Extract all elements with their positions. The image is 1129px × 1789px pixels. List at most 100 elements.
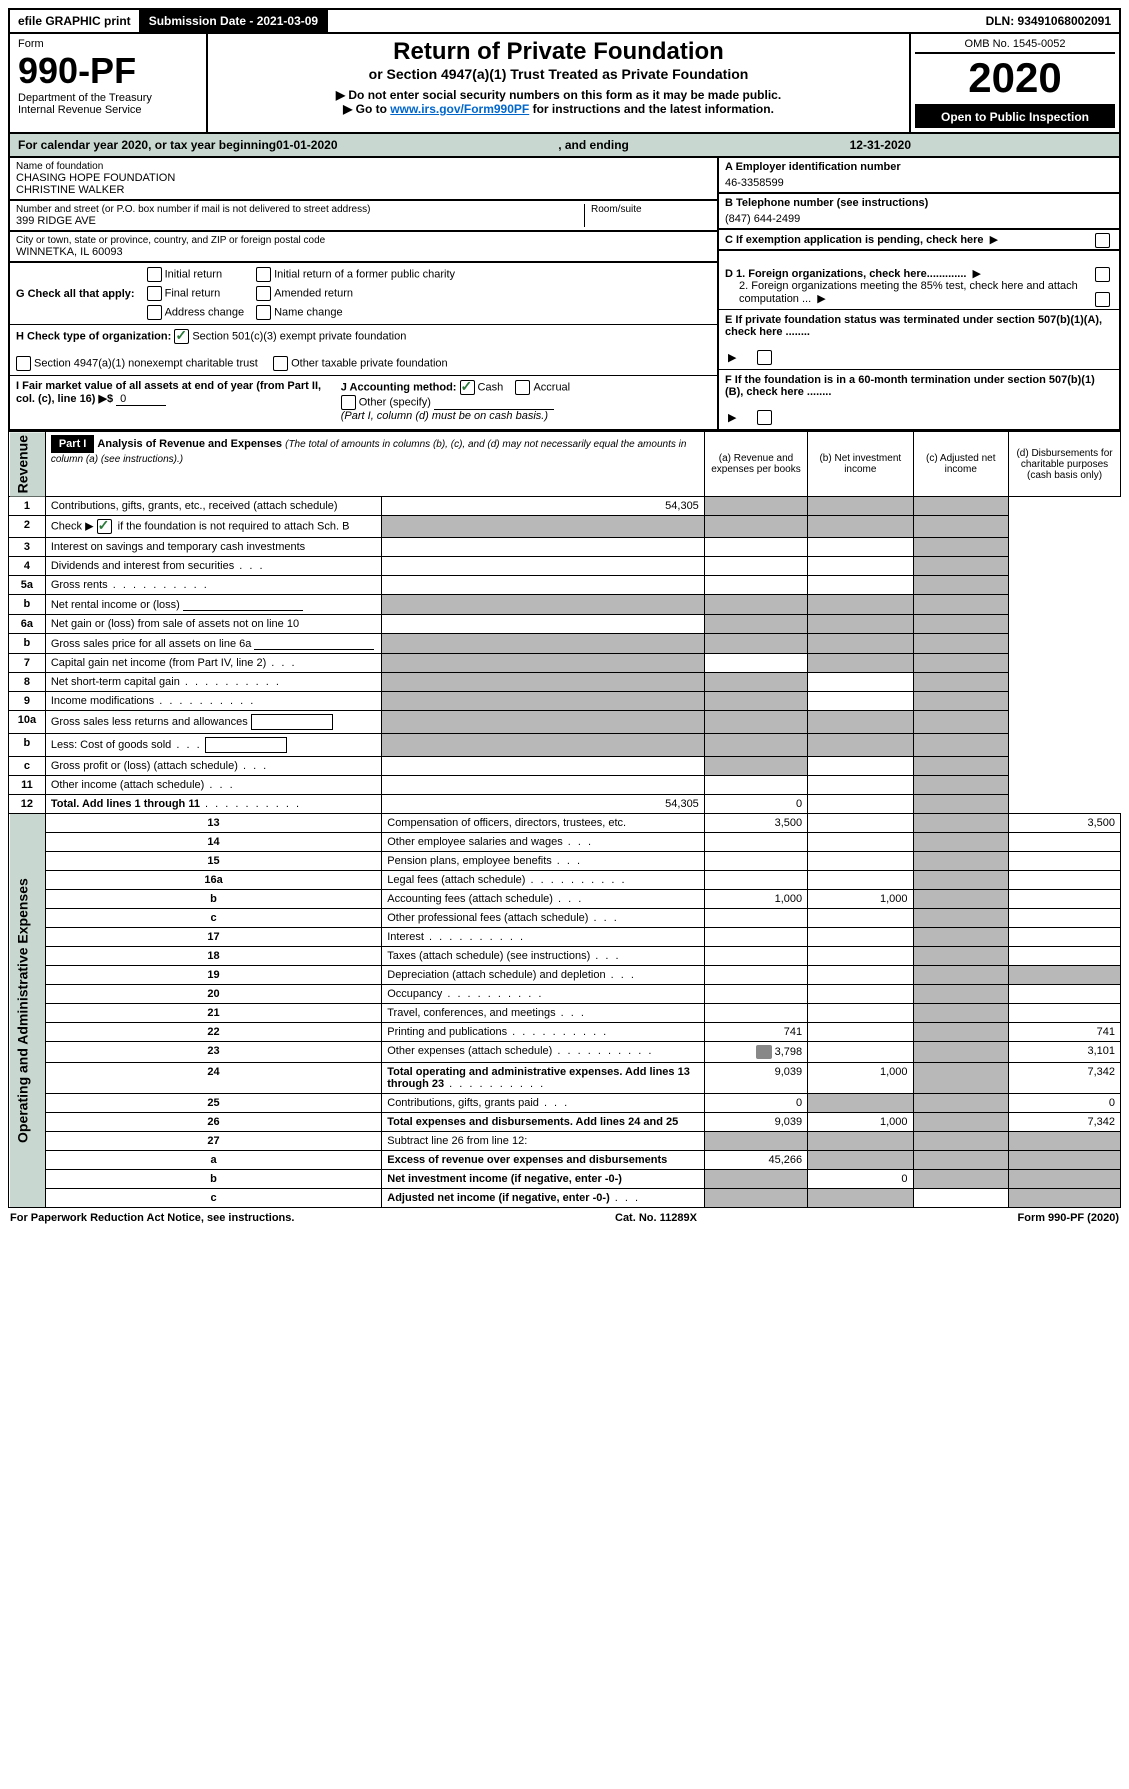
j-cash-checkbox[interactable] [460, 380, 475, 395]
part1-title: Analysis of Revenue and Expenses [97, 438, 282, 450]
d2-checkbox[interactable] [1095, 292, 1110, 307]
cell-d [1009, 985, 1121, 1004]
d1-label: D 1. Foreign organizations, check here..… [725, 268, 966, 280]
table-row: 1Contributions, gifts, grants, etc., rec… [9, 497, 1121, 516]
g-final-checkbox[interactable] [147, 286, 162, 301]
h-other-checkbox[interactable] [273, 356, 288, 371]
table-row: 14Other employee salaries and wages [9, 833, 1121, 852]
g-initial-checkbox[interactable] [147, 267, 162, 282]
cell-a [382, 654, 705, 673]
cell-d: 3,500 [1009, 814, 1121, 833]
col-c-head: (c) Adjusted net income [913, 432, 1009, 497]
cell-c [808, 776, 913, 795]
cell-b [704, 711, 807, 734]
cell-c [808, 595, 913, 615]
g-row: G Check all that apply: Initial return F… [10, 263, 717, 325]
cell-d [913, 595, 1009, 615]
g-namechange-checkbox[interactable] [256, 305, 271, 320]
form-subtitle: or Section 4947(a)(1) Trust Treated as P… [220, 66, 897, 82]
line-desc: Depreciation (attach schedule) and deple… [382, 966, 705, 985]
cell-a [382, 734, 705, 757]
footer: For Paperwork Reduction Act Notice, see … [8, 1208, 1121, 1228]
cell-a: 45,266 [704, 1151, 807, 1170]
line-number: 8 [9, 673, 46, 692]
cell-d [1009, 1151, 1121, 1170]
line-desc: Total. Add lines 1 through 11 [45, 795, 381, 814]
g-amended-checkbox[interactable] [256, 286, 271, 301]
cell-b [808, 1023, 913, 1042]
note-ssn: ▶ Do not enter social security numbers o… [220, 88, 897, 102]
line-desc: Gross rents [45, 576, 381, 595]
e-checkbox[interactable] [757, 350, 772, 365]
cell-c [913, 928, 1009, 947]
h-4947-label: Section 4947(a)(1) nonexempt charitable … [34, 357, 258, 369]
j-accrual-checkbox[interactable] [515, 380, 530, 395]
cell-c [808, 757, 913, 776]
city-value: WINNETKA, IL 60093 [16, 246, 711, 258]
f-checkbox[interactable] [757, 410, 772, 425]
open-public: Open to Public Inspection [915, 106, 1115, 128]
cell-a: 741 [704, 1023, 807, 1042]
j-other-checkbox[interactable] [341, 395, 356, 410]
cell-d: 741 [1009, 1023, 1121, 1042]
table-row: 21Travel, conferences, and meetings [9, 1004, 1121, 1023]
cell-c [808, 615, 913, 634]
line-number: b [9, 595, 46, 615]
line-desc: Interest [382, 928, 705, 947]
cell-a [704, 1189, 807, 1208]
table-row: bGross sales price for all assets on lin… [9, 634, 1121, 654]
h-501c3-checkbox[interactable] [174, 329, 189, 344]
line-desc: Gross sales less returns and allowances [45, 711, 381, 734]
cell-d [1009, 833, 1121, 852]
cell-a [704, 928, 807, 947]
cell-c [808, 711, 913, 734]
cell-b: 1,000 [808, 1113, 913, 1132]
cell-d [913, 795, 1009, 814]
g-final-label: Final return [165, 287, 221, 299]
cell-d [913, 776, 1009, 795]
cell-c [808, 538, 913, 557]
cell-b [808, 985, 913, 1004]
schb-checkbox[interactable] [97, 519, 112, 534]
name-cell: Name of foundation CHASING HOPE FOUNDATI… [10, 158, 717, 201]
cell-d [1009, 890, 1121, 909]
table-row: cGross profit or (loss) (attach schedule… [9, 757, 1121, 776]
addr-label: Number and street (or P.O. box number if… [16, 204, 584, 215]
h-label: H Check type of organization: [16, 330, 171, 342]
g-address-checkbox[interactable] [147, 305, 162, 320]
d1-checkbox[interactable] [1095, 267, 1110, 282]
arrow-icon: ▶ [990, 233, 998, 246]
line-desc: Other employee salaries and wages [382, 833, 705, 852]
h-4947-checkbox[interactable] [16, 356, 31, 371]
ein-label: A Employer identification number [725, 161, 1113, 173]
phone-label: B Telephone number (see instructions) [725, 197, 1113, 209]
irs-link[interactable]: www.irs.gov/Form990PF [390, 102, 529, 116]
cell-b [704, 776, 807, 795]
table-row: 19Depreciation (attach schedule) and dep… [9, 966, 1121, 985]
j-label: J Accounting method: [341, 381, 457, 393]
table-row: 27Subtract line 26 from line 12: [9, 1132, 1121, 1151]
table-row: 20Occupancy [9, 985, 1121, 1004]
footer-left: For Paperwork Reduction Act Notice, see … [10, 1212, 294, 1224]
cell-b: 0 [704, 795, 807, 814]
table-row: bNet investment income (if negative, ent… [9, 1170, 1121, 1189]
cell-a [704, 909, 807, 928]
cell-a [382, 516, 705, 538]
table-row: 17Interest [9, 928, 1121, 947]
line-desc: Legal fees (attach schedule) [382, 871, 705, 890]
cell-d [1009, 909, 1121, 928]
g-former-checkbox[interactable] [256, 267, 271, 282]
cell-c [808, 634, 913, 654]
schedule-icon[interactable] [756, 1045, 772, 1059]
cell-b [808, 928, 913, 947]
line-number: 25 [45, 1094, 381, 1113]
cell-d [1009, 871, 1121, 890]
line-desc: Check ▶ if the foundation is not require… [45, 516, 381, 538]
cell-d [1009, 1189, 1121, 1208]
c-checkbox[interactable] [1095, 233, 1110, 248]
line-number: 21 [45, 1004, 381, 1023]
exemption-cell: C If exemption application is pending, c… [719, 230, 1119, 251]
line-desc: Less: Cost of goods sold [45, 734, 381, 757]
cell-b [704, 692, 807, 711]
cell-b [704, 595, 807, 615]
